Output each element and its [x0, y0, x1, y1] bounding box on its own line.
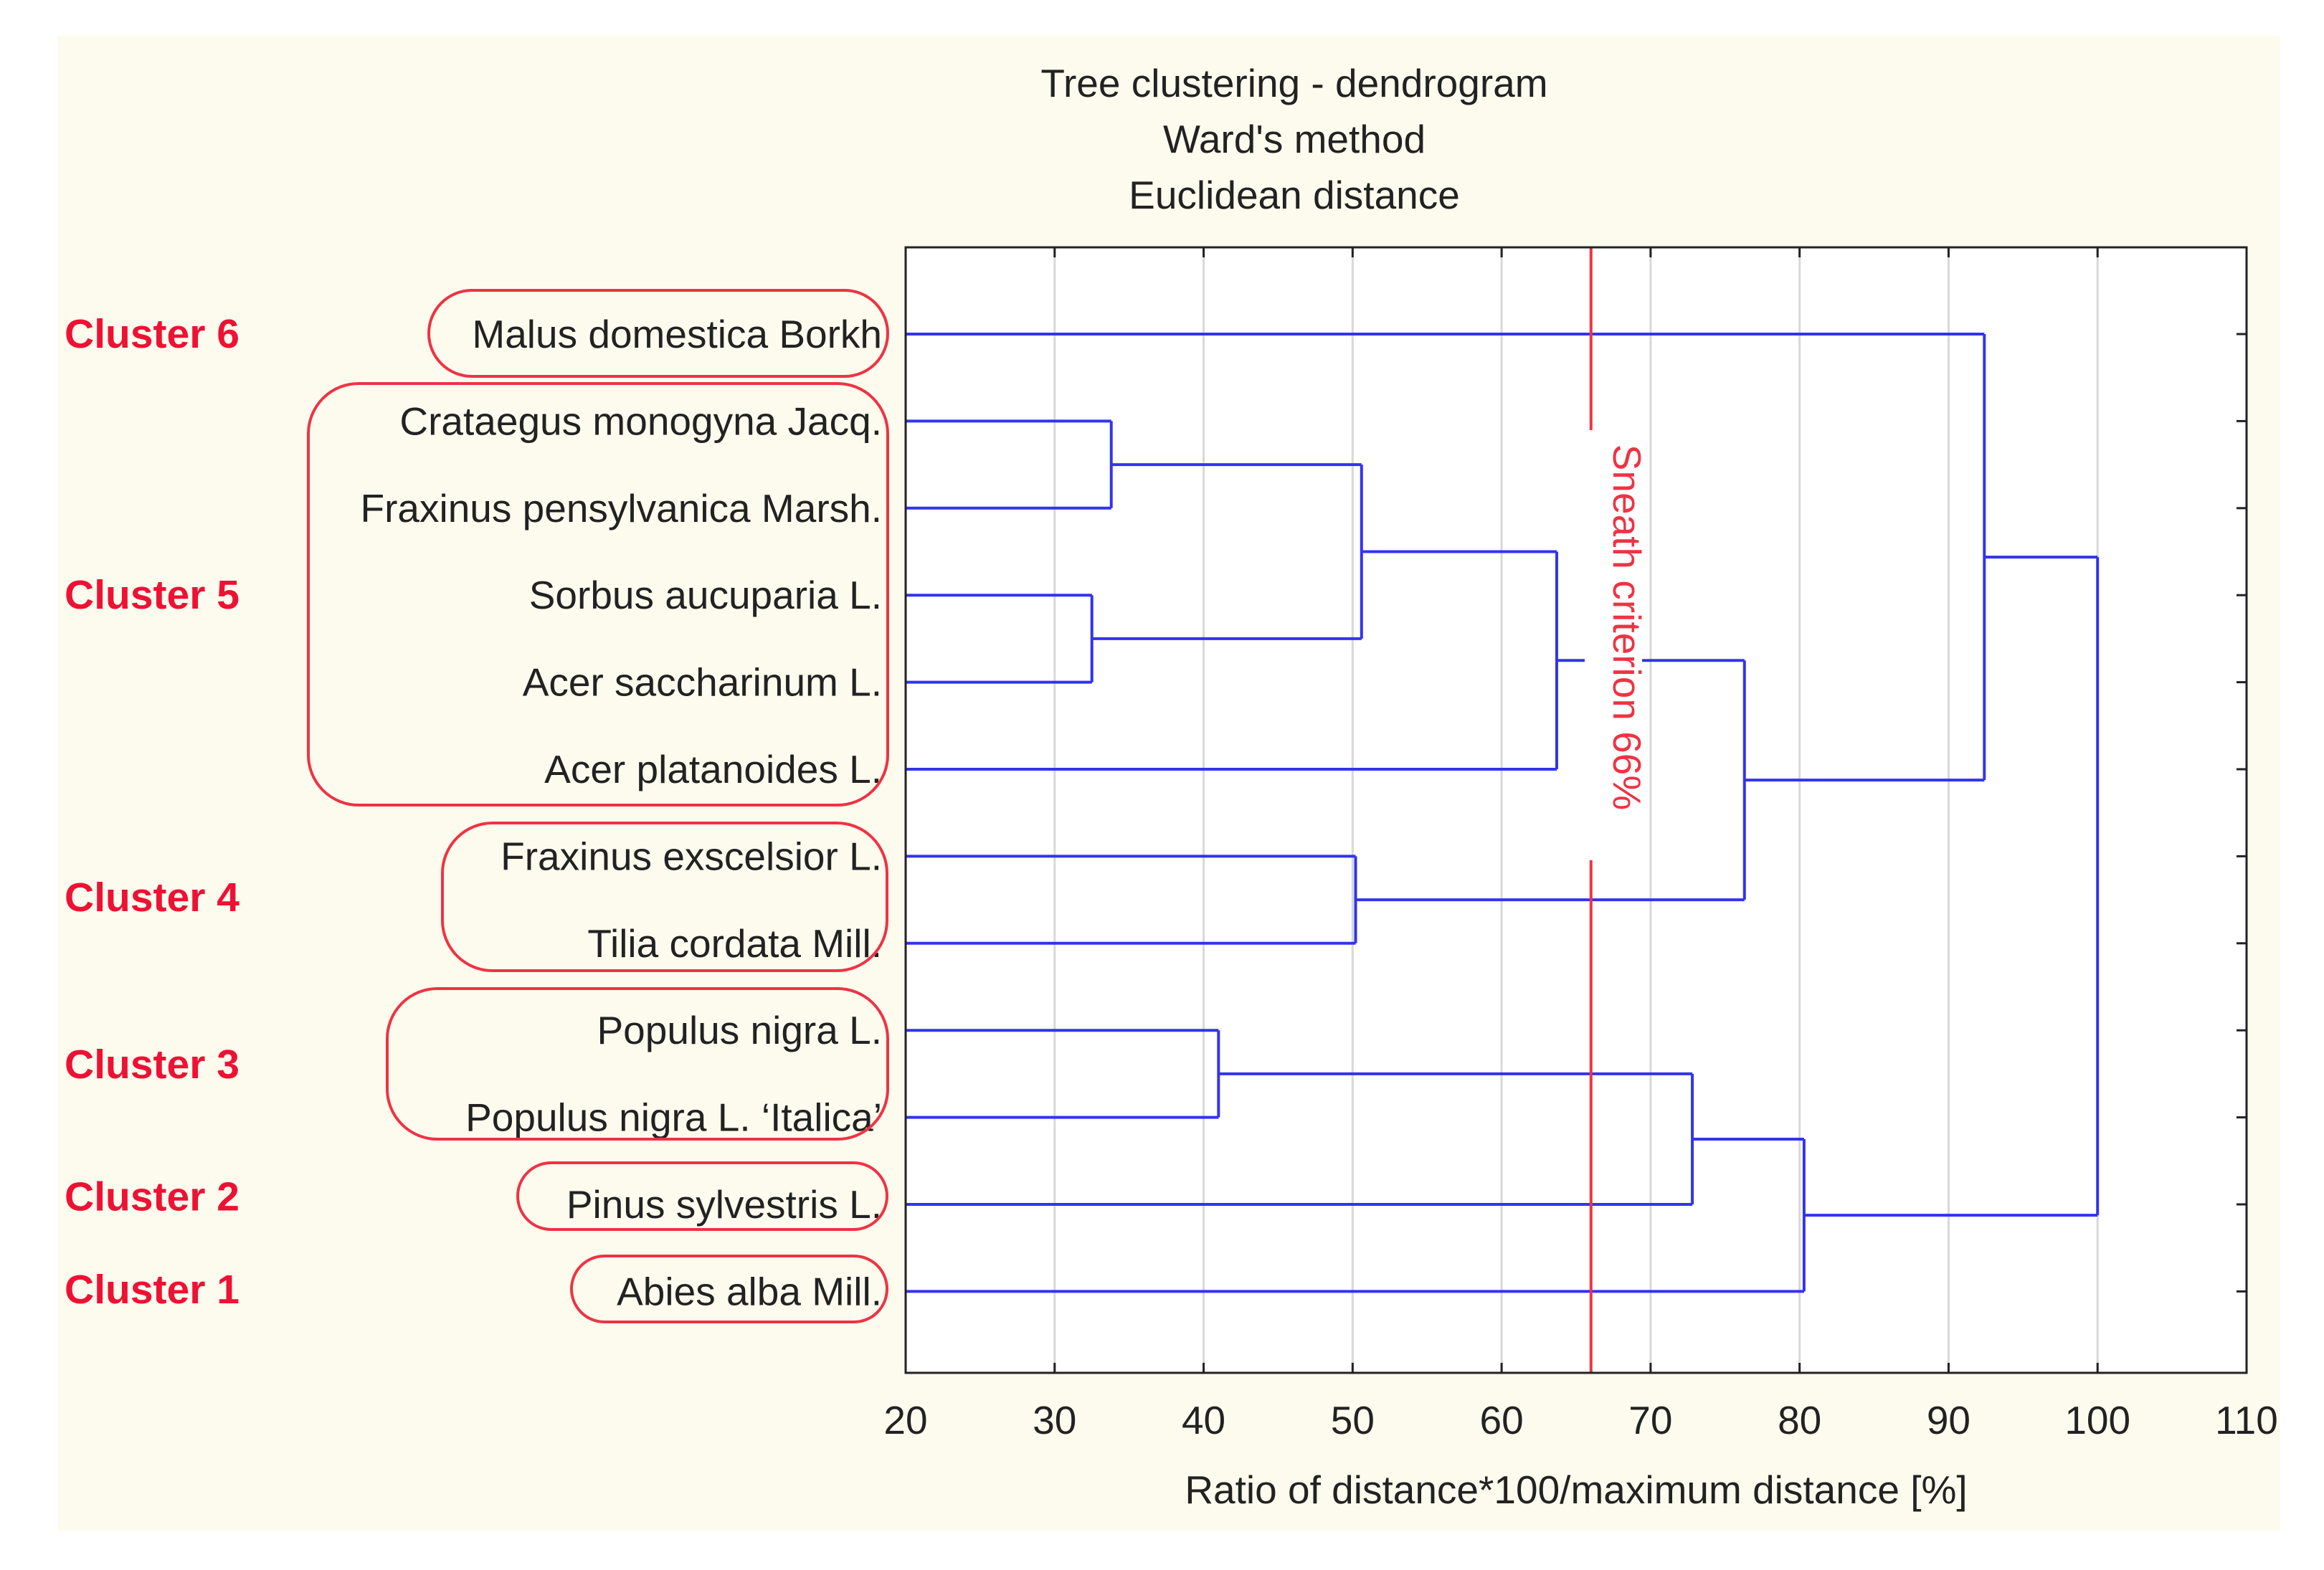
chart-title-line: Tree clustering - dendrogram: [1040, 61, 1547, 105]
leaf-labels: Malus domestica Borkh Crataegus monogyna …: [360, 312, 882, 1313]
x-tick-label: 100: [2064, 1398, 2130, 1442]
x-tick-label: 90: [1927, 1398, 1970, 1442]
leaf-label: Pinus sylvestris L.: [566, 1182, 882, 1227]
cluster-box: [516, 1161, 888, 1231]
x-tick-label: 110: [2215, 1398, 2278, 1442]
cluster-label: Cluster 5: [65, 572, 239, 618]
plot-area: [906, 247, 2247, 1373]
cluster-label: Cluster 1: [65, 1267, 239, 1313]
cluster-annotations: Cluster 6 Cluster 5 Cluster 4 Cluster 3 Clus…: [65, 289, 889, 1323]
leaf-label: Crataegus monogyna Jacq.: [399, 399, 882, 443]
x-tick-label: 40: [1182, 1398, 1225, 1442]
leaf-label: Fraxinus pensylvanica Marsh.: [360, 486, 882, 531]
leaf-label: Tilia cordata Mill.: [587, 921, 882, 966]
chart-title-line: Ward's method: [1163, 117, 1426, 161]
cluster-box: [307, 382, 889, 807]
cutoff-label: Sneath criterion 66%: [1605, 444, 1649, 811]
cluster-label: Cluster 2: [65, 1174, 239, 1220]
cluster-box: [427, 289, 889, 378]
chart-title: Tree clustering - dendrogram Ward's metho…: [1040, 61, 1547, 217]
leaf-label: Fraxinus exscelsior L.: [501, 834, 882, 878]
plot-frame: [904, 246, 2248, 1374]
cluster-box: [570, 1255, 888, 1323]
x-axis-label: Ratio of distance*100/maximum distance […: [1185, 1467, 1967, 1512]
cluster-label: Cluster 6: [65, 311, 239, 357]
leaf-label: Acer saccharinum L.: [523, 660, 882, 705]
cluster-box: [441, 822, 888, 972]
leaf-label: Populus nigra L. ‘Italica’: [465, 1095, 882, 1140]
dendrogram-branches: [906, 333, 2100, 1293]
sneath-cutoff: Sneath criterion 66%: [1585, 247, 1649, 1373]
leaf-label: Sorbus aucuparia L.: [529, 573, 882, 617]
x-tick-label: 80: [1778, 1398, 1821, 1442]
x-tick-label: 60: [1480, 1398, 1524, 1442]
leaf-label: Populus nigra L.: [597, 1008, 883, 1052]
cluster-box: [386, 987, 889, 1141]
x-tick-label: 70: [1628, 1398, 1672, 1442]
cutoff-label-background: [1585, 430, 1642, 860]
x-tick-label: 20: [883, 1398, 927, 1442]
axis-ticks: 20 30 40 50 60 70 80 90 100 110: [883, 247, 2278, 1442]
leaf-label: Malus domestica Borkh: [472, 312, 882, 356]
chart-title-line: Euclidean distance: [1129, 173, 1460, 217]
x-tick-label: 30: [1033, 1398, 1076, 1442]
cluster-label: Cluster 3: [65, 1042, 239, 1088]
leaf-label: Abies alba Mill.: [617, 1269, 882, 1313]
leaf-label: Acer platanoides L.: [544, 747, 882, 791]
cluster-label: Cluster 4: [65, 875, 239, 920]
x-tick-label: 50: [1331, 1398, 1375, 1442]
